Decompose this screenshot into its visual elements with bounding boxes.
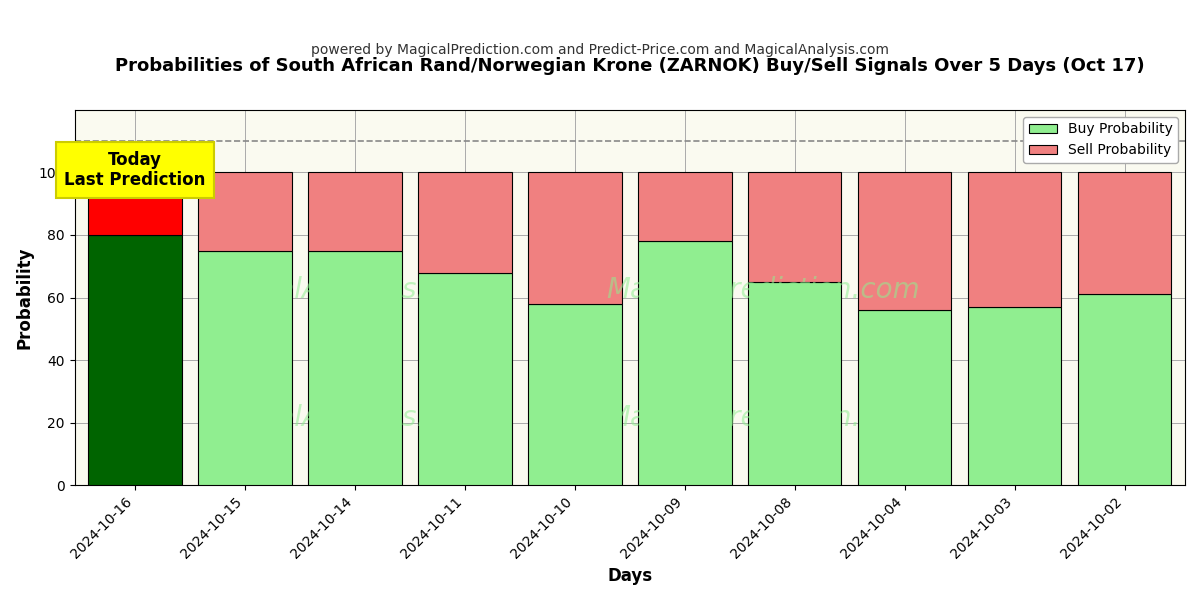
Bar	[858, 172, 952, 310]
Bar	[858, 310, 952, 485]
Bar	[638, 241, 732, 485]
Bar	[638, 172, 732, 241]
Y-axis label: Probability: Probability	[16, 246, 34, 349]
Bar	[89, 172, 182, 235]
Text: Today
Last Prediction: Today Last Prediction	[65, 151, 206, 190]
Text: calAnalysis.com: calAnalysis.com	[263, 276, 486, 304]
Bar	[308, 172, 402, 251]
Text: powered by MagicalPrediction.com and Predict-Price.com and MagicalAnalysis.com: powered by MagicalPrediction.com and Pre…	[311, 43, 889, 57]
Bar	[419, 272, 511, 485]
Bar	[748, 172, 841, 282]
Bar	[198, 172, 292, 251]
Bar	[89, 235, 182, 485]
Bar	[198, 251, 292, 485]
Bar	[308, 251, 402, 485]
Bar	[1078, 295, 1171, 485]
Bar	[968, 307, 1061, 485]
Text: MagicalPrediction.com: MagicalPrediction.com	[606, 404, 920, 431]
Legend: Buy Probability, Sell Probability: Buy Probability, Sell Probability	[1024, 117, 1178, 163]
Bar	[419, 172, 511, 272]
Title: Probabilities of South African Rand/Norwegian Krone (ZARNOK) Buy/Sell Signals Ov: Probabilities of South African Rand/Norw…	[115, 57, 1145, 75]
Bar	[528, 304, 622, 485]
Bar	[748, 282, 841, 485]
X-axis label: Days: Days	[607, 567, 653, 585]
Bar	[968, 172, 1061, 307]
Text: calAnalysis.com: calAnalysis.com	[263, 404, 486, 431]
Bar	[1078, 172, 1171, 295]
Text: MagicalPrediction.com: MagicalPrediction.com	[606, 276, 920, 304]
Bar	[528, 172, 622, 304]
